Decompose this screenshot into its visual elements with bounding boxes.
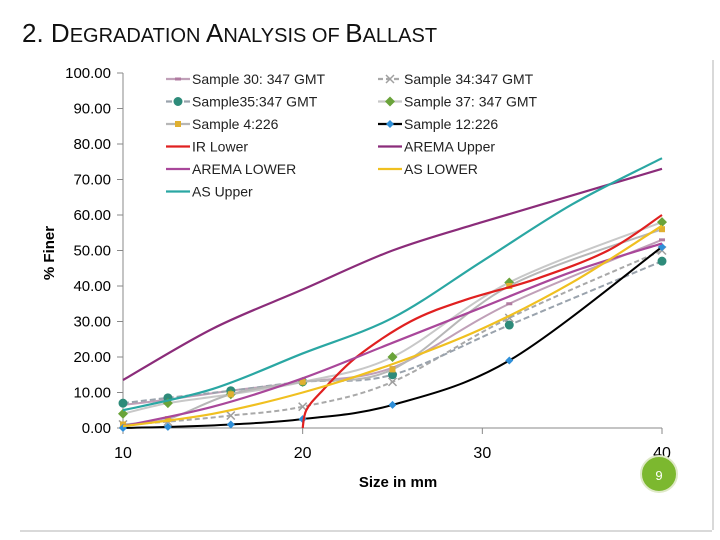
- y-tick-label: 60.00: [73, 207, 111, 224]
- legend-marker: [173, 97, 183, 106]
- legend-label: Sample 34:347 GMT: [404, 71, 534, 87]
- legend-marker: [175, 121, 181, 127]
- series-line: [122, 167, 663, 382]
- legend-marker: [385, 96, 395, 107]
- slide-frame-bottom: [20, 530, 712, 532]
- y-tick-label: 100.00: [65, 65, 111, 82]
- legend-label: Sample 37: 347 GMT: [404, 94, 538, 110]
- legend-label: Sample 12:226: [404, 116, 498, 132]
- series-9: [122, 242, 663, 428]
- data-point: [657, 256, 667, 266]
- legend-entry: Sample 37: 347 GMT: [378, 94, 538, 110]
- data-point: [226, 420, 235, 429]
- series-7: [301, 214, 663, 429]
- legend-label: AREMA Upper: [404, 139, 495, 155]
- y-tick-label: 20.00: [73, 349, 111, 366]
- y-tick-label: 50.00: [73, 243, 111, 260]
- x-tick-label: 30: [473, 445, 491, 462]
- series-line: [122, 157, 663, 412]
- legend-entry: Sample 34:347 GMT: [378, 71, 534, 87]
- legend-marker: [175, 77, 181, 81]
- data-point: [505, 356, 514, 365]
- series-line: [122, 260, 663, 405]
- title-part: EGRADATION: [69, 25, 206, 47]
- data-point: [226, 411, 236, 421]
- data-point: [387, 352, 398, 362]
- legend-entry: Sample 4:226: [166, 116, 279, 132]
- y-tick-label: 40.00: [73, 278, 111, 295]
- legend-marker: [386, 120, 394, 128]
- legend-label: AREMA LOWER: [192, 161, 296, 177]
- data-point: [163, 422, 172, 431]
- data-point: [387, 377, 398, 387]
- data-point: [388, 400, 397, 409]
- x-tick-label: 10: [114, 445, 132, 462]
- slide-title: 2. DEGRADATION ANALYSIS OF BALLAST: [22, 18, 437, 49]
- legend-entry: AREMA Upper: [378, 139, 495, 155]
- title-part: A: [206, 18, 224, 48]
- legend-entry: IR Lower: [166, 139, 248, 155]
- series-6: [119, 242, 666, 432]
- slide-frame-right: [712, 60, 714, 530]
- legend-marker: [385, 74, 395, 84]
- y-tick-label: 70.00: [73, 172, 111, 189]
- data-point: [118, 408, 128, 419]
- series-5: [120, 226, 665, 428]
- data-point: [227, 391, 234, 398]
- legend-entry: AS Upper: [166, 184, 253, 200]
- series-11: [122, 157, 663, 412]
- legend-entry: AS LOWER: [378, 161, 478, 177]
- data-point: [506, 302, 513, 306]
- x-tick-label: 20: [294, 445, 312, 462]
- y-tick-label: 0.00: [82, 420, 111, 437]
- page-number-badge: 9: [640, 455, 678, 493]
- data-point: [118, 398, 128, 408]
- y-tick-label: 10.00: [73, 385, 111, 402]
- series-line: [122, 242, 663, 428]
- series-8: [122, 167, 663, 382]
- data-point: [504, 320, 514, 330]
- legend-entry: Sample 30: 347 GMT: [166, 71, 326, 87]
- series-line: [122, 249, 663, 426]
- x-axis-label: Size in mm: [359, 474, 437, 491]
- data-point: [506, 283, 513, 289]
- legend-label: Sample 30: 347 GMT: [192, 71, 326, 87]
- series-line: [301, 214, 663, 429]
- legend-label: IR Lower: [192, 139, 248, 155]
- y-tick-label: 80.00: [73, 136, 111, 153]
- title-part: NALYSIS OF: [223, 25, 346, 47]
- data-point: [164, 416, 171, 423]
- legend-label: Sample35:347 GMT: [192, 94, 318, 110]
- title-part: B: [345, 18, 363, 48]
- series-line: [122, 224, 663, 428]
- legend-entry: Sample 12:226: [378, 116, 498, 132]
- data-point: [657, 217, 667, 228]
- y-tick-label: 30.00: [73, 314, 111, 331]
- title-part: 2. D: [22, 18, 70, 48]
- y-tick-label: 90.00: [73, 101, 111, 118]
- title-part: ALLAST: [362, 25, 438, 47]
- data-point: [659, 238, 665, 242]
- data-point: [659, 226, 665, 233]
- legend-label: AS Upper: [192, 184, 253, 200]
- series-line: [122, 246, 663, 429]
- legend-entry: AREMA LOWER: [166, 161, 296, 177]
- series-line: [122, 238, 663, 406]
- legend-label: AS LOWER: [404, 161, 478, 177]
- legend-label: Sample 4:226: [192, 116, 279, 132]
- data-point: [299, 378, 306, 385]
- series-10: [122, 224, 663, 428]
- y-axis-label: % Finer: [41, 226, 58, 280]
- data-point: [389, 366, 396, 373]
- data-point: [298, 402, 308, 412]
- legend-entry: Sample35:347 GMT: [166, 94, 318, 110]
